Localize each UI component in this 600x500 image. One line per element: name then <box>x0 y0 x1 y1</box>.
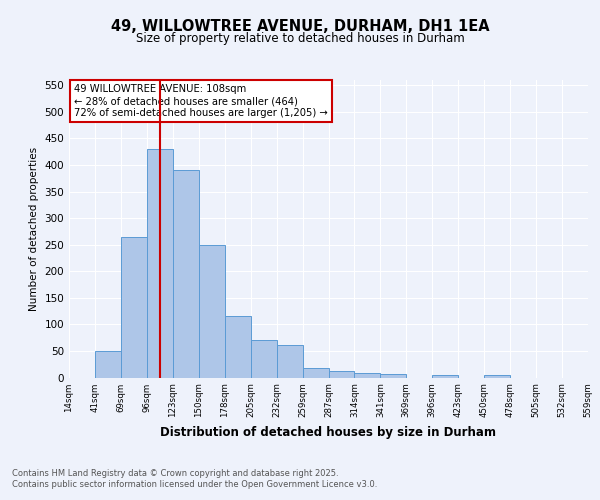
Text: 49, WILLOWTREE AVENUE, DURHAM, DH1 1EA: 49, WILLOWTREE AVENUE, DURHAM, DH1 1EA <box>110 19 490 34</box>
Text: Size of property relative to detached houses in Durham: Size of property relative to detached ho… <box>136 32 464 45</box>
Text: 49 WILLOWTREE AVENUE: 108sqm
← 28% of detached houses are smaller (464)
72% of s: 49 WILLOWTREE AVENUE: 108sqm ← 28% of de… <box>74 84 328 117</box>
Y-axis label: Number of detached properties: Number of detached properties <box>29 146 39 311</box>
Bar <box>380 374 406 378</box>
Bar <box>199 244 224 378</box>
Bar <box>277 344 302 378</box>
Bar <box>329 370 355 378</box>
Bar <box>433 375 458 378</box>
Bar <box>484 376 510 378</box>
Bar <box>173 170 199 378</box>
Bar <box>251 340 277 378</box>
Text: Contains HM Land Registry data © Crown copyright and database right 2025.: Contains HM Land Registry data © Crown c… <box>12 468 338 477</box>
Bar <box>302 368 329 378</box>
Bar <box>355 373 380 378</box>
Bar <box>225 316 251 378</box>
Bar <box>147 149 173 378</box>
Bar <box>95 351 121 378</box>
X-axis label: Distribution of detached houses by size in Durham: Distribution of detached houses by size … <box>161 426 497 438</box>
Text: Contains public sector information licensed under the Open Government Licence v3: Contains public sector information licen… <box>12 480 377 489</box>
Bar <box>121 236 147 378</box>
